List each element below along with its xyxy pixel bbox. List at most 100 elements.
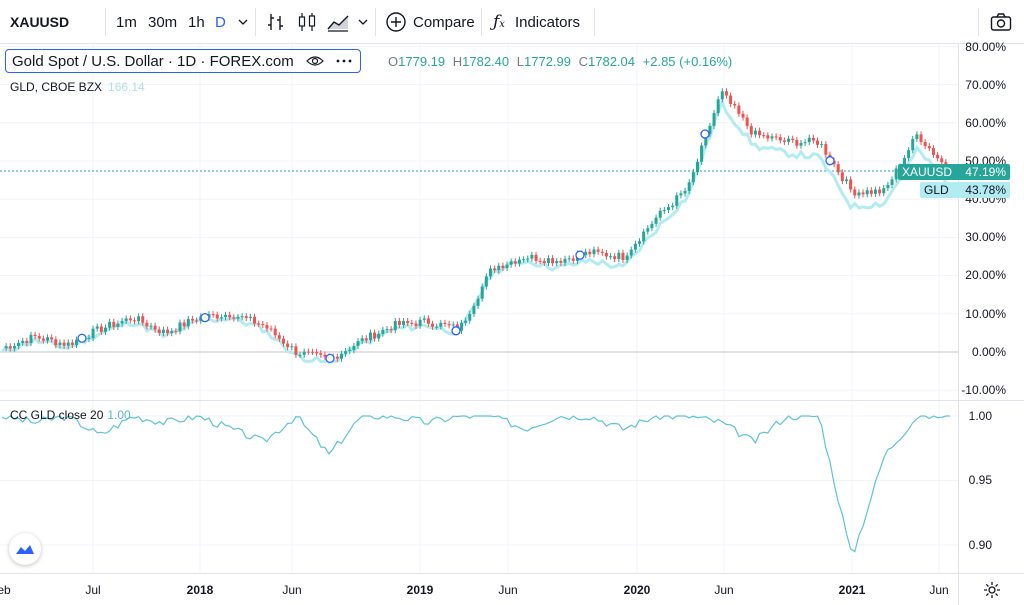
candles-chart-type-icon[interactable]: [296, 0, 318, 44]
candle-body: [381, 329, 385, 334]
candle-body: [66, 342, 70, 346]
pane-separator[interactable]: [0, 400, 1024, 401]
event-marker-icon[interactable]: [325, 353, 335, 364]
candle-body: [617, 252, 621, 260]
candle-body: [799, 143, 803, 146]
candle-body: [662, 210, 666, 212]
candle-body: [671, 205, 675, 208]
more-options-icon[interactable]: [336, 59, 352, 63]
compare-button[interactable]: Compare: [385, 0, 475, 44]
correlation-pane[interactable]: [0, 401, 958, 573]
event-marker-icon[interactable]: [575, 250, 585, 260]
candle-body: [820, 144, 824, 146]
high-key: H: [452, 54, 463, 69]
change-value: +2.85 (+0.16%): [642, 54, 733, 69]
compare-legend[interactable]: GLD, CBOE BZX 166.14: [10, 80, 145, 94]
toolbar-divider: [594, 8, 595, 36]
price-chart[interactable]: [0, 44, 958, 400]
cc-axis[interactable]: 1.00 0.95 0.90: [958, 401, 1024, 573]
candle-body: [108, 321, 112, 328]
timeframe-30m-button[interactable]: 30m: [148, 13, 178, 31]
candle-body: [774, 136, 778, 138]
candle-body: [480, 286, 484, 299]
candle-body: [749, 126, 753, 135]
candle-body: [29, 334, 33, 344]
candle-body: [33, 334, 37, 337]
candle-body: [807, 137, 811, 143]
candle-body: [50, 337, 54, 340]
candle-body: [613, 256, 617, 260]
toolbar-divider: [105, 8, 106, 36]
timeframe-dropdown-chevron-icon[interactable]: [238, 0, 248, 44]
event-marker-icon[interactable]: [825, 156, 835, 166]
event-marker-icon[interactable]: [700, 129, 710, 139]
timeframe-1h-button[interactable]: 1h: [188, 13, 205, 31]
chart-type-dropdown-chevron-icon[interactable]: [358, 0, 368, 44]
candle-body: [522, 259, 526, 261]
candle-body: [397, 321, 401, 326]
candle-body: [306, 351, 310, 353]
price-axis-label: 60.00%: [965, 116, 1006, 130]
main-legend[interactable]: Gold Spot / U.S. Dollar · 1D · FOREX.com: [5, 49, 361, 73]
candle-body: [190, 318, 194, 321]
candle-body: [99, 326, 103, 332]
xauusd-tag-name: XAUUSD: [902, 165, 953, 179]
candle-body: [865, 190, 869, 195]
time-axis[interactable]: eb Jul 2018 Jun 2019 Jun 2020 Jun 2021 J…: [0, 573, 958, 605]
candle-body: [509, 261, 513, 265]
indicators-button[interactable]: ƒx Indicators: [493, 0, 580, 44]
candle-body: [923, 142, 927, 147]
event-marker-icon[interactable]: [451, 326, 461, 336]
candle-body: [298, 354, 302, 356]
candle-body: [567, 258, 571, 260]
compare-value: 166.14: [108, 80, 145, 94]
candle-body: [426, 318, 430, 324]
candle-body: [161, 329, 165, 333]
time-axis-label: Jun: [714, 583, 734, 597]
candle-body: [538, 260, 542, 262]
candle-body: [816, 140, 820, 145]
settings-gear-icon[interactable]: [958, 573, 1024, 605]
timeframe-1m-button[interactable]: 1m: [116, 13, 137, 31]
price-axis-label: -10.00%: [961, 383, 1006, 397]
candle-body: [513, 261, 517, 264]
candle-body: [530, 254, 534, 259]
candle-body: [25, 340, 29, 344]
bar-chart-type-icon[interactable]: [266, 0, 288, 44]
candle-body: [882, 188, 886, 194]
cc-legend[interactable]: CC GLD close 20 1.00: [10, 408, 131, 422]
candle-body: [435, 326, 439, 328]
candle-body: [894, 168, 898, 180]
area-chart-type-icon[interactable]: [326, 0, 350, 44]
candle-body: [762, 135, 766, 137]
candle-body: [422, 318, 426, 320]
event-marker-icon[interactable]: [77, 333, 87, 343]
indicators-label: Indicators: [514, 13, 580, 31]
candle-body: [488, 268, 492, 277]
eye-visibility-icon[interactable]: [305, 55, 324, 67]
candle-body: [766, 135, 770, 139]
camera-snapshot-icon[interactable]: [990, 0, 1012, 44]
symbol-search-button[interactable]: XAUUSD: [10, 14, 70, 30]
toolbar-divider: [978, 8, 979, 36]
candle-body: [153, 325, 157, 330]
candle-body: [149, 325, 153, 327]
candle-body: [364, 338, 368, 341]
candle-body: [356, 341, 360, 346]
event-marker-icon[interactable]: [200, 313, 210, 323]
toolbar-divider: [375, 8, 376, 36]
cc-label: CC GLD close 20: [10, 408, 104, 422]
candle-body: [679, 193, 683, 196]
price-axis[interactable]: 80.00% 70.00% 60.00% 50.00% 40.00% 30.00…: [958, 40, 1024, 400]
timeframe-d-button[interactable]: D: [215, 13, 226, 31]
candle-body: [650, 223, 654, 229]
candle-body: [857, 192, 861, 196]
tradingview-logo-icon[interactable]: [9, 533, 41, 565]
candle-body: [261, 324, 265, 326]
candle-body: [141, 316, 145, 323]
candle-body: [224, 314, 228, 318]
candle-body: [170, 331, 174, 334]
candle-body: [228, 314, 232, 318]
candle-body: [290, 346, 294, 348]
toolbar-divider: [481, 8, 482, 36]
